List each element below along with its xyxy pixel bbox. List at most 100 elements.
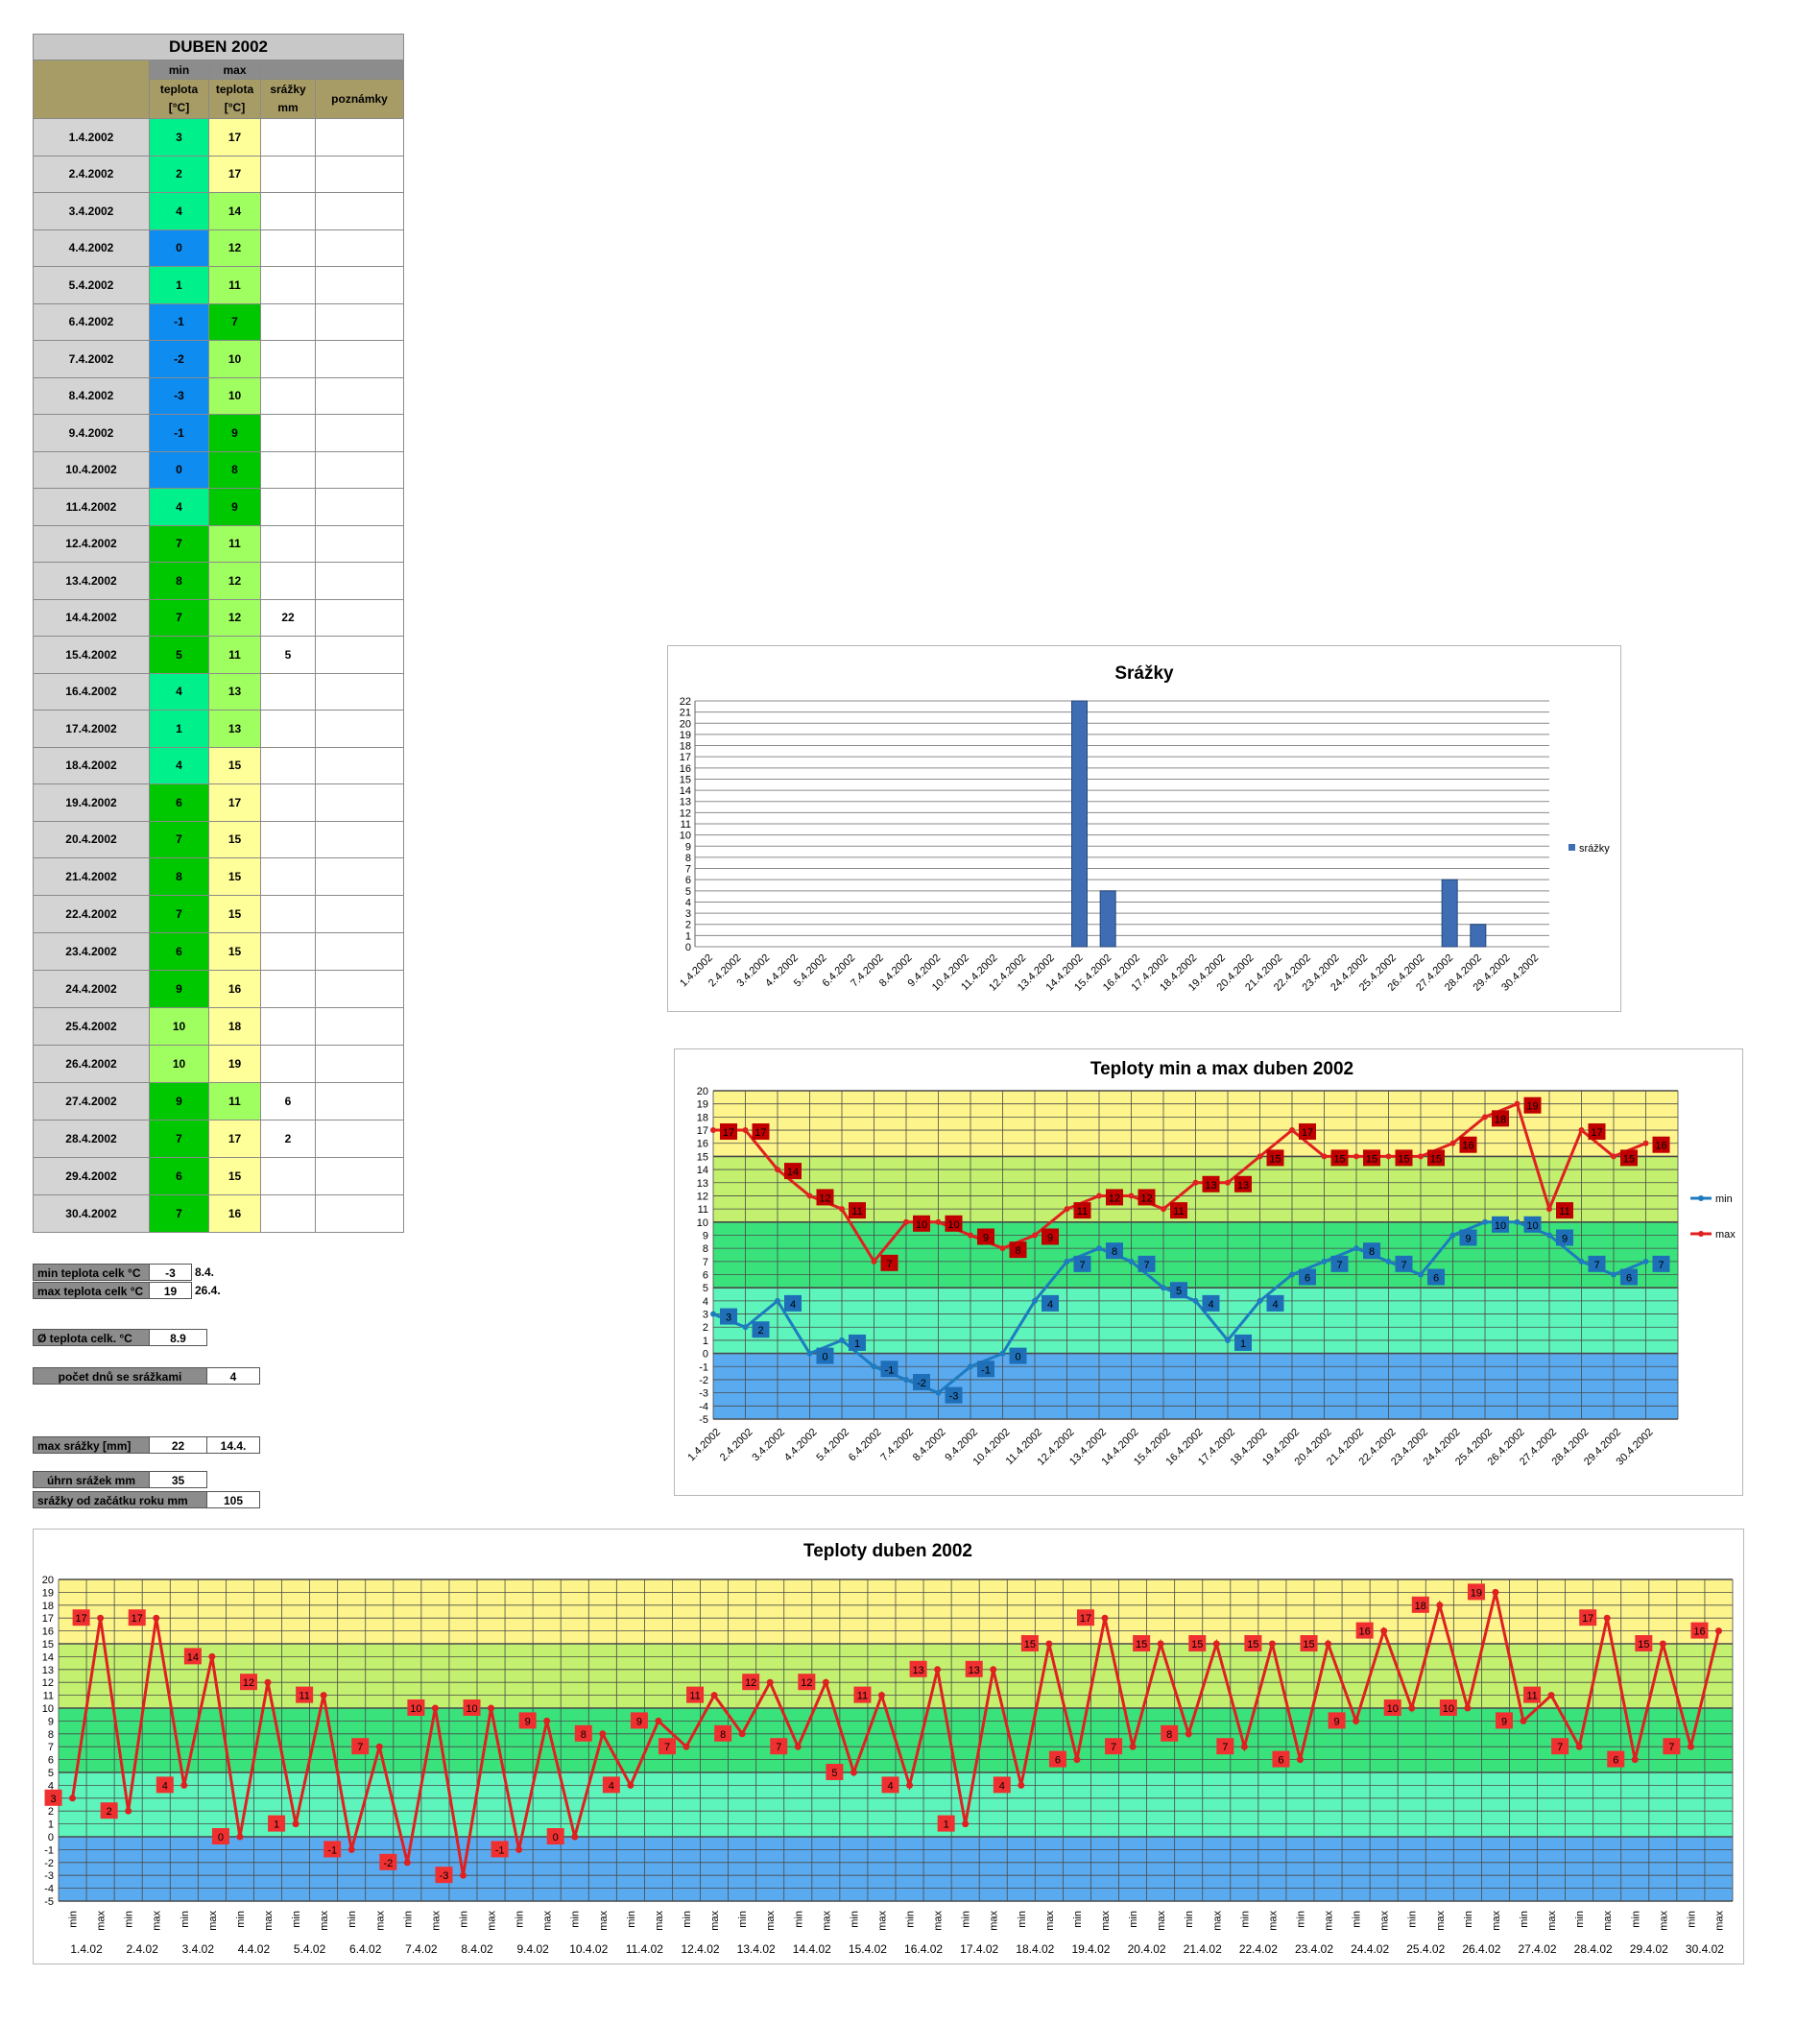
row-date: 26.4.2002 <box>33 1045 150 1083</box>
row-rain <box>260 414 316 452</box>
row-note <box>315 820 404 858</box>
row-date: 24.4.2002 <box>33 970 150 1008</box>
row-max-temp: 7 <box>208 302 261 341</box>
min-label-box <box>1234 1334 1252 1351</box>
row-rain <box>260 562 316 600</box>
temperature-data-label: 11 <box>1526 1691 1537 1702</box>
max-point <box>903 1218 909 1225</box>
y-tick-label: -5 <box>44 1896 54 1908</box>
temperature-point <box>766 1678 774 1686</box>
min-label-box <box>1588 1255 1606 1272</box>
temperature-label-box <box>574 1724 592 1742</box>
max-label-box <box>1588 1123 1606 1141</box>
temperature-point <box>1296 1756 1304 1764</box>
temperature-label-box <box>491 1841 509 1858</box>
temperature-point <box>1659 1640 1666 1648</box>
x-date-label: 11.4.02 <box>626 1942 663 1956</box>
y-tick-label: 8 <box>685 853 691 864</box>
row-min-temp: 7 <box>149 1120 209 1158</box>
temperature-data-label: 12 <box>243 1677 254 1689</box>
y-tick-label: 13 <box>42 1665 54 1676</box>
row-min-temp: -1 <box>149 302 209 341</box>
summary-maxrain-row: max srážky [mm] 22 14.4. <box>33 1436 260 1454</box>
temperature-data-label: 15 <box>1024 1639 1036 1651</box>
y-tick-label: 14 <box>697 1165 708 1176</box>
row-date: 14.4.2002 <box>33 598 150 637</box>
max-point <box>710 1127 716 1134</box>
temperature-data-label: 7 <box>1111 1742 1116 1753</box>
row-rain <box>260 710 316 748</box>
min-data-label: 0 <box>1015 1352 1020 1363</box>
x-sub-label: min <box>402 1911 414 1928</box>
x-tick-label: 2.4.2002 <box>718 1427 755 1464</box>
row-min-temp: 1 <box>149 266 209 304</box>
x-sub-label: max <box>1546 1911 1558 1931</box>
temperature-point <box>97 1614 105 1622</box>
row-max-temp: 11 <box>208 524 261 563</box>
x-sub-label: max <box>1658 1911 1669 1931</box>
min-point <box>1482 1218 1488 1225</box>
max-point <box>1611 1153 1616 1160</box>
max-label-box <box>849 1202 866 1219</box>
temperature-point <box>1185 1730 1192 1738</box>
min-data-label: 8 <box>1369 1246 1375 1258</box>
min-label-box <box>1523 1216 1542 1233</box>
min-label-box <box>1073 1255 1091 1272</box>
table-row: 6.4.2002 -1 7 <box>33 302 404 341</box>
row-note <box>315 414 404 452</box>
max-point <box>1353 1153 1359 1160</box>
temperature-label-box <box>1523 1686 1542 1703</box>
max-data-label: 13 <box>1237 1180 1249 1192</box>
table-row: 12.4.2002 7 11 <box>33 524 404 563</box>
temperature-label-box <box>100 1802 118 1819</box>
y-tick-label: 17 <box>42 1613 54 1625</box>
min-data-label: 9 <box>1562 1233 1568 1244</box>
max-data-label: 15 <box>1333 1153 1345 1165</box>
min-data-label: 9 <box>1465 1233 1471 1244</box>
summary-max-label: max teplota celk °C <box>33 1282 150 1299</box>
minmax-chart: Teploty min a max duben 2002 -5-4-3-2-10… <box>685 1059 1736 1468</box>
x-date-label: 17.4.02 <box>960 1942 998 1956</box>
temperature-label-box <box>909 1660 927 1677</box>
max-label-box <box>880 1254 898 1271</box>
row-max-temp: 17 <box>208 1120 261 1158</box>
table-row: 22.4.2002 7 15 <box>33 895 404 933</box>
table-row: 20.4.2002 7 15 <box>33 820 404 858</box>
y-tick-label: 19 <box>42 1587 54 1599</box>
max-data-label: 15 <box>1398 1153 1409 1165</box>
x-date-label: 10.4.02 <box>569 1942 608 1956</box>
row-min-temp: 7 <box>149 598 209 637</box>
temperature-point <box>431 1704 439 1712</box>
min-label-box <box>1620 1268 1638 1286</box>
row-date: 6.4.2002 <box>33 302 150 341</box>
min-data-label: 6 <box>1626 1273 1632 1285</box>
min-label-box <box>1266 1294 1284 1312</box>
min-data-label: 1 <box>854 1338 860 1350</box>
summary-totalrain-row: úhrn srážek mm 35 <box>33 1471 207 1488</box>
row-min-temp: 7 <box>149 1194 209 1233</box>
table-row: 19.4.2002 6 17 <box>33 783 404 822</box>
max-data-label: 15 <box>1366 1153 1377 1165</box>
temperature-point <box>1575 1743 1583 1750</box>
row-rain <box>260 340 316 378</box>
max-data-label: 19 <box>1526 1101 1538 1113</box>
temperature-label-box <box>296 1686 314 1703</box>
x-date-label: 21.4.02 <box>1184 1942 1222 1956</box>
table-row: 9.4.2002 -1 9 <box>33 414 404 452</box>
temperature-point <box>962 1820 970 1828</box>
row-rain <box>260 783 316 822</box>
y-tick-label: 17 <box>680 752 691 763</box>
min-data-label: 7 <box>1658 1260 1664 1271</box>
legend-marker <box>1698 1231 1704 1237</box>
x-sub-label: min <box>1184 1911 1195 1928</box>
y-tick-label: 15 <box>697 1151 708 1163</box>
row-min-temp: 6 <box>149 1157 209 1195</box>
summary-raindays-label: počet dnů se srážkami <box>33 1367 207 1385</box>
max-label-box <box>752 1123 770 1141</box>
temperature-point <box>1268 1640 1276 1648</box>
max-point <box>839 1206 845 1213</box>
min-temp-header: teplota [°C] <box>149 79 209 119</box>
temperature-label-box <box>268 1815 286 1832</box>
temperature-data-label: 17 <box>132 1613 143 1625</box>
y-tick-label: 9 <box>703 1230 708 1241</box>
